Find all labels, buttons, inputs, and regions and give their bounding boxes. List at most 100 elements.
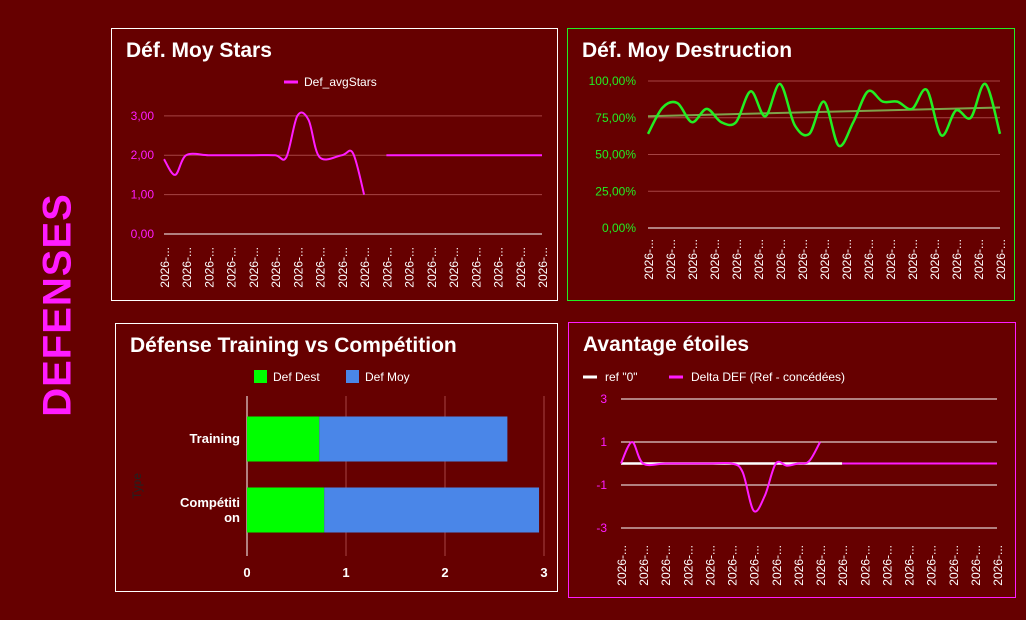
adv-x-tick-17: 2026-...: [991, 545, 1005, 586]
dest-x-tick-10: 2026-...: [862, 239, 876, 280]
training-category-label-1a: Compétiti: [180, 495, 240, 510]
adv-y-tick-1: 1: [600, 435, 607, 449]
adv-x-tick-10: 2026-...: [836, 545, 850, 586]
training-y-axis-label: Type: [130, 473, 144, 499]
stars-x-tick-17: 2026-...: [536, 247, 550, 288]
dest-x-tick-6: 2026-...: [774, 239, 788, 280]
training-category-label-0: Training: [189, 431, 240, 446]
dest-y-tick-4: 0,00%: [602, 221, 636, 235]
dest-x-tick-0: 2026-...: [642, 239, 656, 280]
adv-legend-label-delta: Delta DEF (Ref - concédées): [691, 370, 845, 384]
training-x-tick-3: 3: [540, 565, 547, 580]
stars-x-tick-3: 2026-...: [225, 247, 239, 288]
chart-advantage-svg: 3 1 -1 -3 ref "0" Delta DEF (Ref - concédées)…: [583, 370, 1005, 586]
dest-x-tick-1: 2026-...: [664, 239, 678, 280]
stars-x-tick-14: 2026-...: [469, 247, 483, 288]
dest-x-tick-15: 2026-...: [972, 239, 986, 280]
training-legend-swatch-dest: [254, 370, 267, 383]
dest-y-tick-0: 100,00%: [589, 74, 637, 88]
dest-x-tick-3: 2026-...: [708, 239, 722, 280]
training-bar-dest-1: [247, 487, 325, 533]
adv-delta-line-0: [620, 440, 821, 513]
stars-x-tick-15: 2026-...: [492, 247, 506, 288]
stars-y-tick-1: 2,00: [131, 148, 155, 162]
adv-x-tick-2: 2026-...: [659, 545, 673, 586]
adv-x-tick-7: 2026-...: [770, 545, 784, 586]
dest-x-tick-16: 2026-...: [994, 239, 1008, 280]
stars-y-tick-0: 3,00: [131, 109, 155, 123]
training-x-tick-0: 0: [243, 565, 250, 580]
chart-training-panel: Def Dest Def Moy 0 1 2 3 Training Compétiti on Ty…: [115, 323, 558, 592]
stars-x-tick-6: 2026-...: [291, 247, 305, 288]
stars-x-tick-10: 2026-...: [380, 247, 394, 288]
adv-x-tick-14: 2026-...: [925, 545, 939, 586]
dest-x-tick-5: 2026-...: [752, 239, 766, 280]
adv-x-tick-13: 2026-...: [903, 545, 917, 586]
adv-legend-label-ref: ref "0": [605, 370, 638, 384]
dest-y-tick-2: 50,00%: [595, 148, 636, 162]
adv-x-tick-1: 2026-...: [637, 545, 651, 586]
adv-x-tick-15: 2026-...: [947, 545, 961, 586]
adv-x-tick-4: 2026-...: [704, 545, 718, 586]
training-bar-dest-0: [247, 416, 320, 462]
chart-stars-title: Déf. Moy Stars: [126, 39, 272, 62]
dest-x-tick-14: 2026-...: [950, 239, 964, 280]
stars-y-tick-3: 0,00: [131, 227, 155, 241]
chart-advantage-panel: 3 1 -1 -3 ref "0" Delta DEF (Ref - concédées)…: [568, 322, 1016, 598]
chart-stars-panel: 3,00 2,00 1,00 0,00 Def_avgStars 2026-... 2026…: [111, 28, 558, 301]
dest-y-tick-3: 25,00%: [595, 184, 636, 198]
stars-x-tick-4: 2026-...: [247, 247, 261, 288]
chart-destruction-svg: 100,00% 75,00% 50,00% 25,00% 0,00% 2026-... 20…: [589, 74, 1008, 280]
stars-x-tick-13: 2026-...: [447, 247, 461, 288]
side-title: DEFENSES: [34, 170, 82, 440]
chart-training-title: Défense Training vs Compétition: [130, 334, 457, 357]
adv-x-tick-0: 2026-...: [615, 545, 629, 586]
dest-x-tick-7: 2026-...: [796, 239, 810, 280]
adv-y-tick-3: -3: [596, 521, 607, 535]
chart-destruction-title: Déf. Moy Destruction: [582, 39, 793, 62]
stars-x-tick-12: 2026-...: [425, 247, 439, 288]
dest-x-tick-2: 2026-...: [686, 239, 700, 280]
training-legend-label-moy: Def Moy: [365, 370, 410, 384]
dest-trend-line: [647, 106, 1001, 118]
stars-x-tick-11: 2026-...: [403, 247, 417, 288]
stars-y-tick-2: 1,00: [131, 188, 155, 202]
dest-series-line: [646, 82, 1002, 148]
stars-x-tick-9: 2026-...: [358, 247, 372, 288]
training-bar-moy-0: [319, 416, 508, 462]
stars-x-tick-0: 2026-...: [158, 247, 172, 288]
stars-x-tick-7: 2026-...: [314, 247, 328, 288]
stars-x-tick-1: 2026-...: [180, 247, 194, 288]
dest-x-tick-11: 2026-...: [884, 239, 898, 280]
adv-x-tick-8: 2026-...: [792, 545, 806, 586]
training-x-tick-1: 1: [342, 565, 349, 580]
adv-x-tick-11: 2026-...: [858, 545, 872, 586]
adv-x-tick-12: 2026-...: [880, 545, 894, 586]
training-legend-label-dest: Def Dest: [273, 370, 320, 384]
stars-x-tick-5: 2026-...: [269, 247, 283, 288]
stars-x-tick-2: 2026-...: [203, 247, 217, 288]
adv-x-tick-16: 2026-...: [969, 545, 983, 586]
training-x-tick-2: 2: [441, 565, 448, 580]
adv-x-tick-3: 2026-...: [681, 545, 695, 586]
dest-x-tick-4: 2026-...: [730, 239, 744, 280]
chart-training-svg: Def Dest Def Moy 0 1 2 3 Training Compétition Ty…: [130, 370, 548, 580]
stars-series-line-0: [163, 111, 366, 195]
adv-y-tick-0: 3: [600, 392, 607, 406]
training-bar-moy-1: [324, 487, 540, 533]
training-legend-swatch-moy: [346, 370, 359, 383]
stars-legend-label: Def_avgStars: [304, 75, 377, 89]
side-title-text: DEFENSES: [35, 193, 80, 417]
adv-x-tick-5: 2026-...: [726, 545, 740, 586]
chart-destruction-panel: 100,00% 75,00% 50,00% 25,00% 0,00% 2026-... 20…: [567, 28, 1015, 301]
chart-advantage-title: Avantage étoiles: [583, 333, 750, 356]
stars-x-tick-8: 2026-...: [336, 247, 350, 288]
adv-x-tick-9: 2026-...: [814, 545, 828, 586]
dest-x-tick-12: 2026-...: [906, 239, 920, 280]
dest-x-tick-8: 2026-...: [818, 239, 832, 280]
dest-x-tick-9: 2026-...: [840, 239, 854, 280]
dest-y-tick-1: 75,00%: [595, 111, 636, 125]
stars-x-tick-16: 2026-...: [514, 247, 528, 288]
adv-x-tick-6: 2026-...: [748, 545, 762, 586]
dest-x-tick-13: 2026-...: [928, 239, 942, 280]
